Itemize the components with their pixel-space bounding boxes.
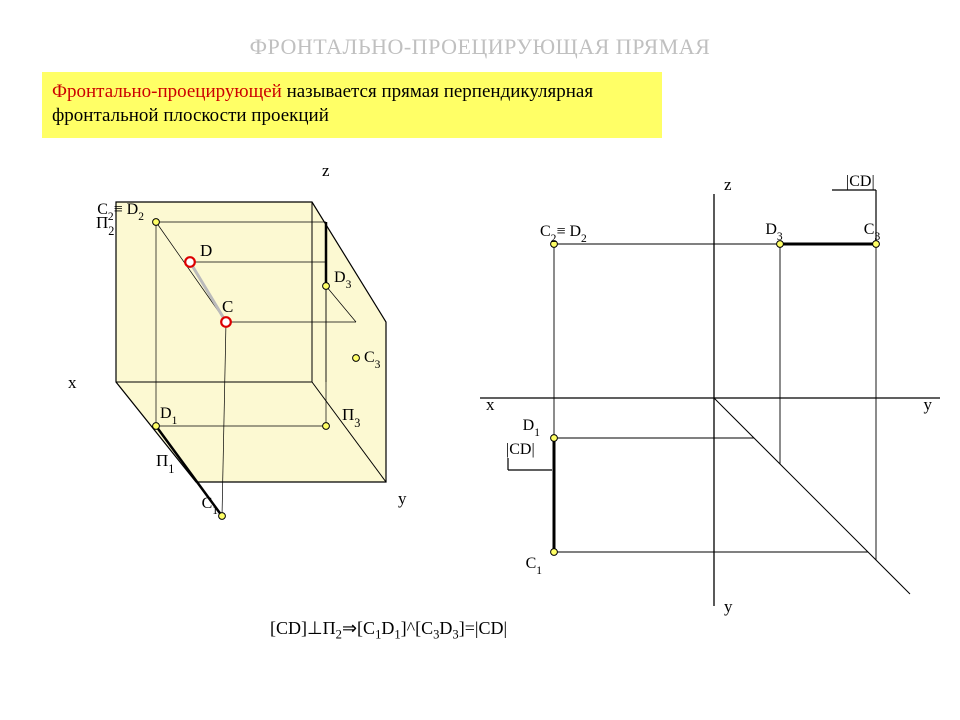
svg-text:x: x bbox=[68, 373, 77, 392]
svg-text:z: z bbox=[724, 175, 732, 194]
svg-text:C1: C1 bbox=[526, 555, 543, 577]
orthographic-diagram: |CD||CD|C2≡ D2D3C3D1C1zxyyD1 bbox=[480, 170, 940, 630]
svg-text:y: y bbox=[924, 395, 933, 414]
svg-text:C1: C1 bbox=[202, 495, 219, 517]
svg-text:D3: D3 bbox=[765, 221, 783, 243]
svg-text:|CD|: |CD| bbox=[846, 173, 875, 190]
svg-text:C: C bbox=[222, 297, 233, 316]
formula-text: [CD]⊥П2⇒[C1D1]^[C3D3]=|CD| bbox=[270, 618, 507, 643]
page-title: ФРОНТАЛЬНО-ПРОЕЦИРУЮЩАЯ ПРЯМАЯ bbox=[0, 34, 960, 60]
svg-text:|CD|: |CD| bbox=[506, 441, 535, 458]
svg-text:П1: П1 bbox=[156, 451, 174, 476]
svg-text:x: x bbox=[486, 395, 495, 414]
svg-text:C2≡ D2: C2≡ D2 bbox=[540, 223, 587, 245]
svg-text:z: z bbox=[322, 162, 330, 180]
svg-text:D: D bbox=[200, 241, 212, 260]
svg-text:y: y bbox=[724, 597, 733, 616]
definition-emphasis: Фронтально-проецирующей bbox=[52, 81, 282, 102]
definition-box: Фронтально-проецирующей называется пряма… bbox=[42, 72, 662, 138]
svg-text:y: y bbox=[398, 489, 407, 508]
svg-text:C3: C3 bbox=[864, 221, 881, 243]
axonometric-diagram: C2≡ D2D1C1D3C3DCП2П1П3zxy bbox=[46, 162, 426, 542]
